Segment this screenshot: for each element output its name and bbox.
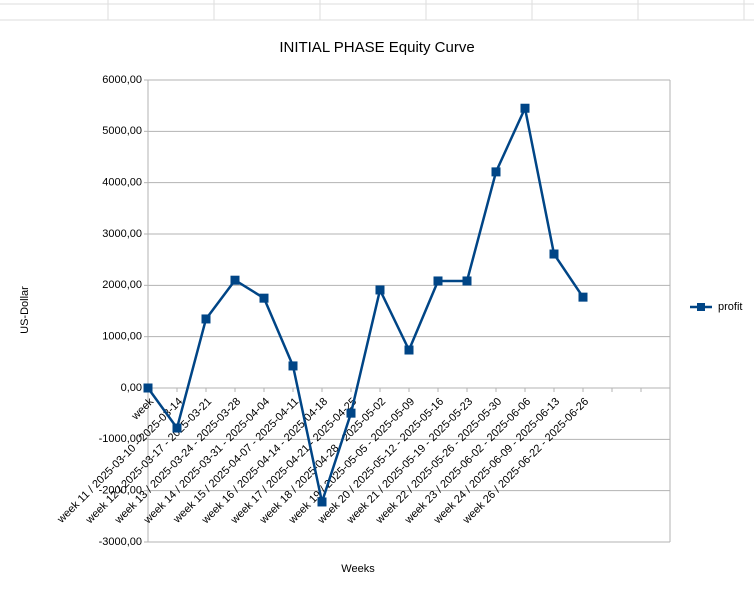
legend-marker <box>697 303 705 311</box>
y-tick-label: 0,00 <box>121 382 142 394</box>
marker <box>404 345 414 355</box>
y-tick-label: 4000,00 <box>102 177 142 189</box>
marker <box>288 361 298 371</box>
marker <box>259 293 269 303</box>
y-tick-label: 2000,00 <box>102 279 142 291</box>
marker <box>491 167 501 177</box>
legend-label: profit <box>718 301 742 313</box>
marker <box>462 276 472 286</box>
chart-title: INITIAL PHASE Equity Curve <box>279 39 474 56</box>
y-tick-label: -3000,00 <box>99 536 142 548</box>
marker <box>317 497 327 507</box>
sheet-grid <box>0 0 754 21</box>
marker <box>549 249 559 259</box>
marker <box>230 275 240 285</box>
marker <box>375 285 385 295</box>
marker <box>578 292 588 302</box>
y-tick-label: -2000,00 <box>99 485 142 497</box>
y-tick-label: 3000,00 <box>102 228 142 240</box>
marker <box>346 408 356 418</box>
marker <box>520 103 530 113</box>
marker <box>201 314 211 324</box>
x-axis-label: Weeks <box>341 563 375 575</box>
y-axis-label: US-Dollar <box>19 286 31 334</box>
y-tick-label: 5000,00 <box>102 125 142 137</box>
series-line <box>146 106 585 504</box>
y-tick-label: 6000,00 <box>102 74 142 86</box>
y-tick-label: 1000,00 <box>102 331 142 343</box>
y-tick-label: -1000,00 <box>99 433 142 445</box>
marker <box>433 276 443 286</box>
marker <box>172 423 182 433</box>
marker <box>143 383 153 393</box>
